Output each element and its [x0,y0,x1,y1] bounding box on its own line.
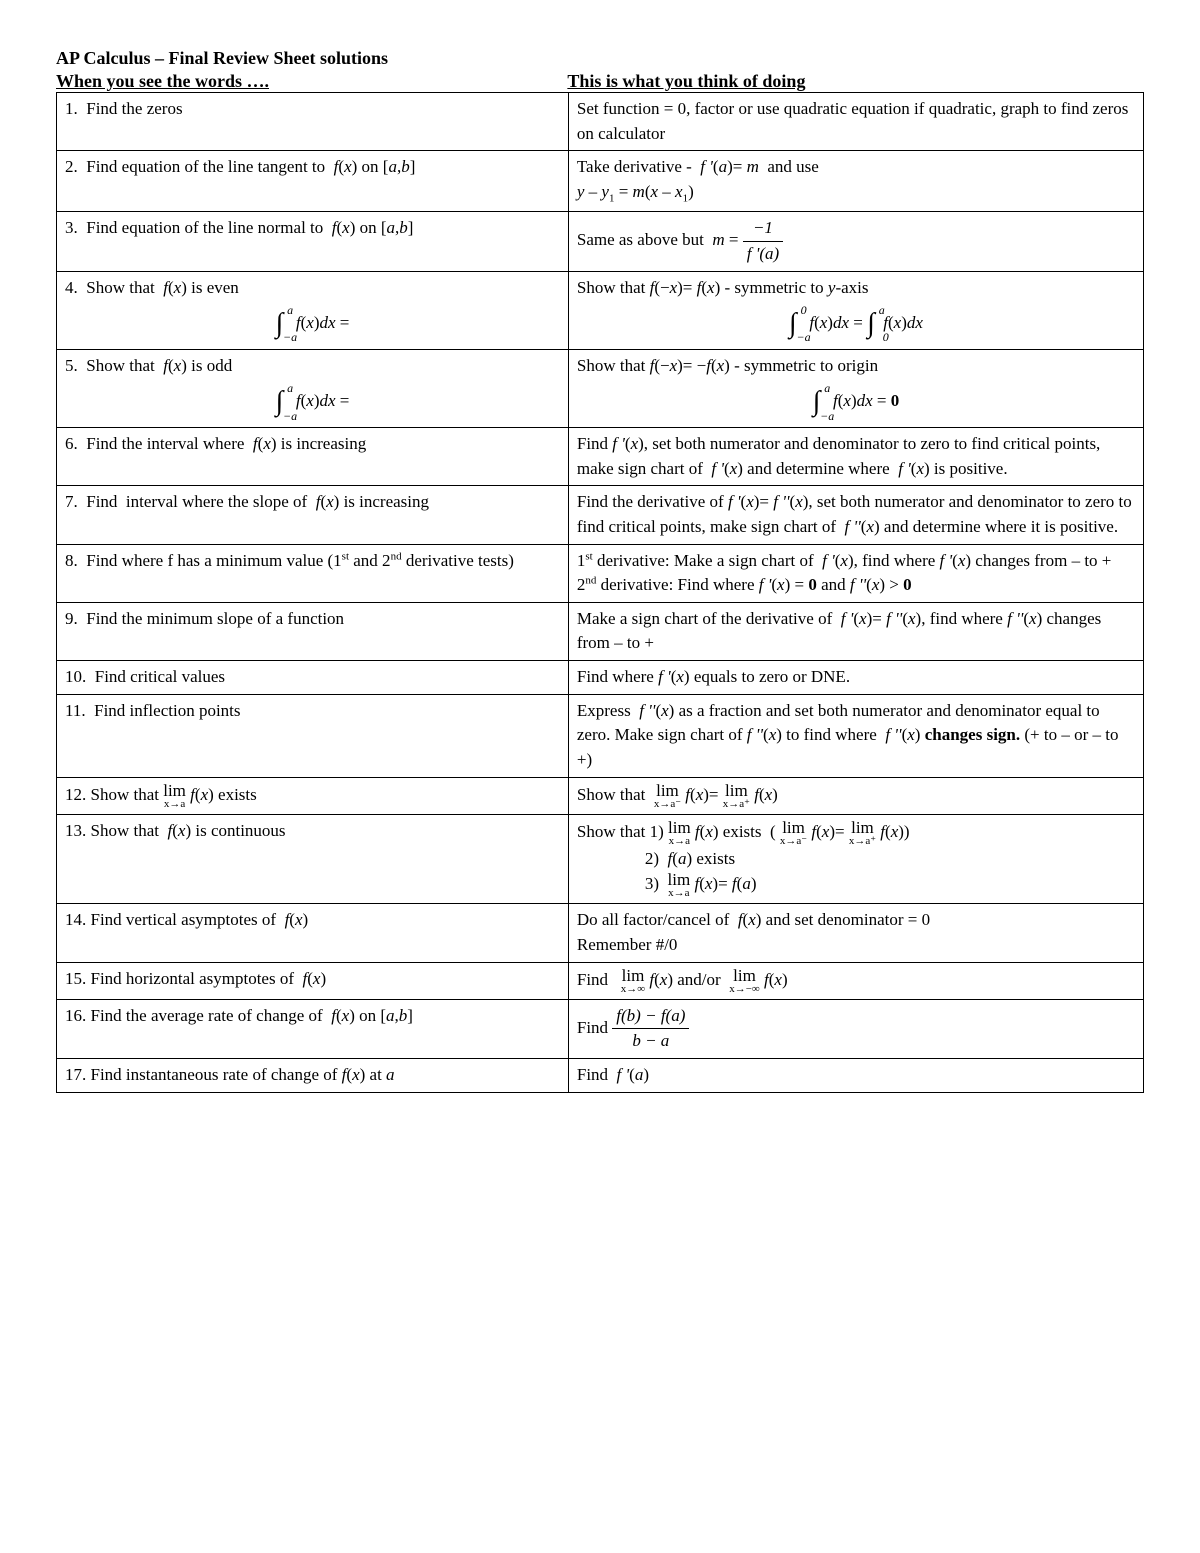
table-row: 16. Find the average rate of change of f… [57,999,1144,1058]
table-row: 2. Find equation of the line tangent to … [57,151,1144,212]
answer-cell: Find f(b) − f(a)b − a [568,999,1143,1058]
table-row: 4. Show that f(x) is even ∫a−a f(x)dx = … [57,271,1144,349]
prompt-cell: 9. Find the minimum slope of a function [57,602,569,660]
answer-cell: Find f '(a) [568,1058,1143,1092]
answer-cell: Find where f '(x) equals to zero or DNE. [568,661,1143,695]
prompt-cell: 6. Find the interval where f(x) is incre… [57,428,569,486]
table-row: 9. Find the minimum slope of a function … [57,602,1144,660]
answer-cell: Show that f(−x)= −f(x) - symmetric to or… [568,349,1143,427]
answer-cell: Express f ''(x) as a fraction and set bo… [568,694,1143,777]
review-table: 1. Find the zeros Set function = 0, fact… [56,92,1144,1093]
prompt-cell: 5. Show that f(x) is odd ∫a−a f(x)dx = [57,349,569,427]
prompt-cell: 2. Find equation of the line tangent to … [57,151,569,212]
prompt-cell: 15. Find horizontal asymptotes of f(x) [57,962,569,999]
prompt-cell: 14. Find vertical asymptotes of f(x) [57,904,569,962]
prompt-cell: 11. Find inflection points [57,694,569,777]
table-row: 5. Show that f(x) is odd ∫a−a f(x)dx = S… [57,349,1144,427]
prompt-cell: 16. Find the average rate of change of f… [57,999,569,1058]
answer-cell: Find f '(x), set both numerator and deno… [568,428,1143,486]
answer-cell: Same as above but m = −1f '(a) [568,212,1143,271]
prompt-cell: 12. Show that limx→a f(x) exists [57,777,569,814]
prompt-cell: 3. Find equation of the line normal to f… [57,212,569,271]
table-row: 17. Find instantaneous rate of change of… [57,1058,1144,1092]
answer-cell: Set function = 0, factor or use quadrati… [568,93,1143,151]
table-row: 15. Find horizontal asymptotes of f(x) F… [57,962,1144,999]
table-row: 12. Show that limx→a f(x) exists Show th… [57,777,1144,814]
prompt-cell: 8. Find where f has a minimum value (1st… [57,544,569,602]
table-row: 8. Find where f has a minimum value (1st… [57,544,1144,602]
answer-cell: Show that 1) limx→a f(x) exists ( limx→a… [568,814,1143,904]
prompt-cell: 13. Show that f(x) is continuous [57,814,569,904]
page-title: AP Calculus – Final Review Sheet solutio… [56,48,1144,69]
table-row: 6. Find the interval where f(x) is incre… [57,428,1144,486]
column-headers: When you see the words …. This is what y… [56,71,1144,92]
table-row: 11. Find inflection points Express f ''(… [57,694,1144,777]
answer-cell: Do all factor/cancel of f(x) and set den… [568,904,1143,962]
table-row: 3. Find equation of the line normal to f… [57,212,1144,271]
answer-cell: Find the derivative of f '(x)= f ''(x), … [568,486,1143,544]
prompt-cell: 4. Show that f(x) is even ∫a−a f(x)dx = [57,271,569,349]
table-row: 10. Find critical values Find where f '(… [57,661,1144,695]
table-row: 13. Show that f(x) is continuous Show th… [57,814,1144,904]
table-row: 7. Find interval where the slope of f(x)… [57,486,1144,544]
table-row: 14. Find vertical asymptotes of f(x) Do … [57,904,1144,962]
answer-cell: Show that f(−x)= f(x) - symmetric to y-a… [568,271,1143,349]
answer-cell: Show that limx→a⁻ f(x)= limx→a⁺ f(x) [568,777,1143,814]
prompt-cell: 17. Find instantaneous rate of change of… [57,1058,569,1092]
prompt-cell: 1. Find the zeros [57,93,569,151]
answer-cell: Take derivative - f '(a)= m and use y – … [568,151,1143,212]
col-header-right: This is what you think of doing [567,71,1144,92]
answer-cell: Find limx→∞ f(x) and/or limx→−∞ f(x) [568,962,1143,999]
col-header-left: When you see the words …. [56,71,567,92]
answer-cell: Make a sign chart of the derivative of f… [568,602,1143,660]
prompt-cell: 7. Find interval where the slope of f(x)… [57,486,569,544]
prompt-cell: 10. Find critical values [57,661,569,695]
answer-cell: 1st derivative: Make a sign chart of f '… [568,544,1143,602]
table-row: 1. Find the zeros Set function = 0, fact… [57,93,1144,151]
